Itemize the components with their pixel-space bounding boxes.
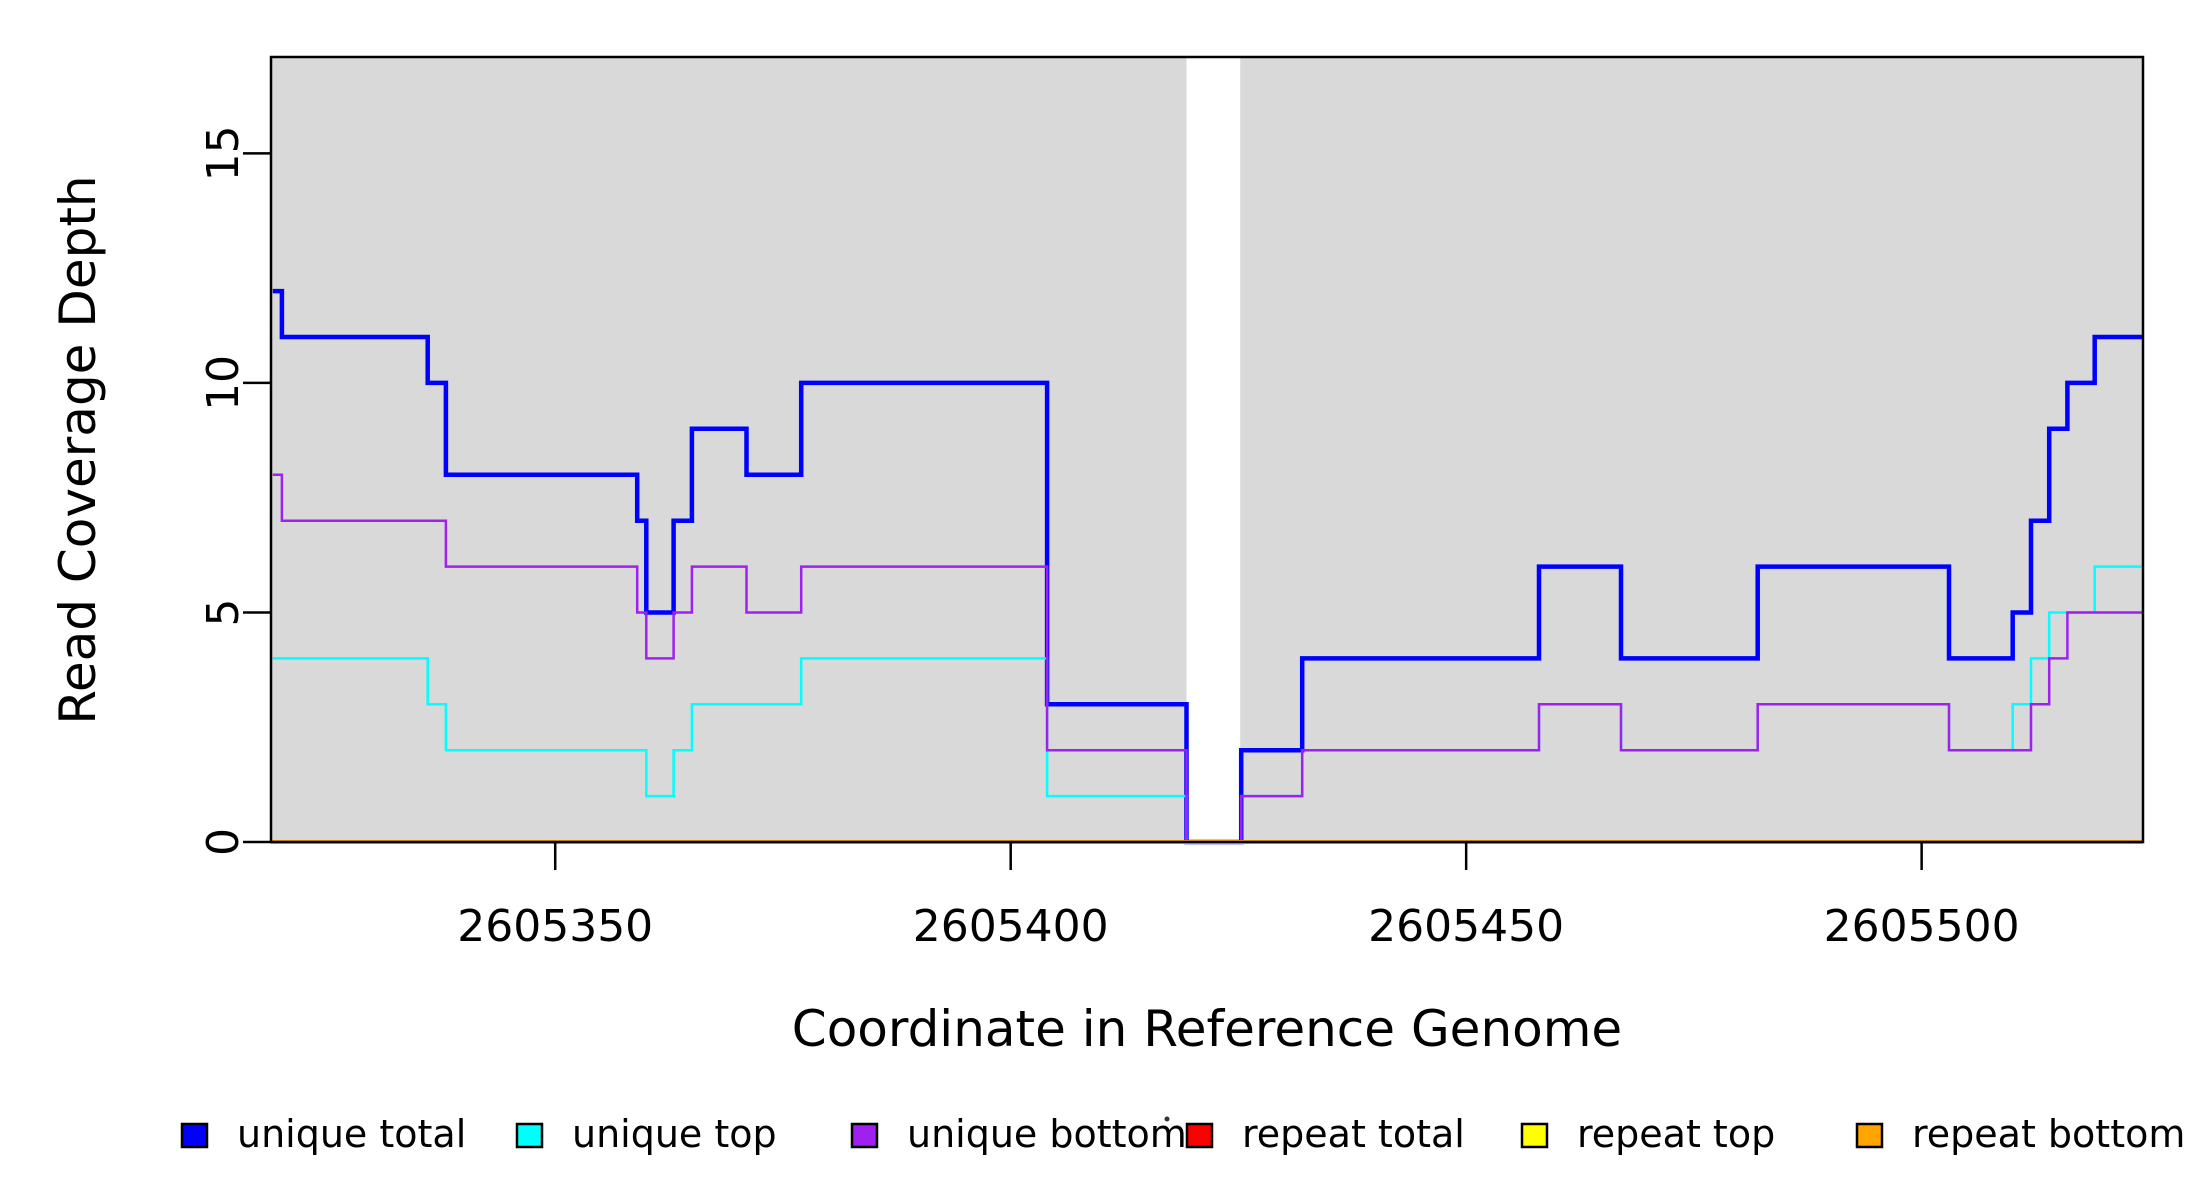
legend-swatch-unique-bottom bbox=[850, 1122, 879, 1149]
x-tick-label: 2605350 bbox=[457, 901, 653, 952]
annotated-region-band bbox=[271, 57, 1187, 842]
plot-background-bands bbox=[271, 57, 2143, 842]
y-axis-title: Read Coverage Depth bbox=[49, 175, 107, 724]
legend-swatch-repeat-top bbox=[1520, 1122, 1549, 1149]
legend-label-unique-total: unique total bbox=[237, 1112, 466, 1156]
legend: unique total unique top unique bottom repea… bbox=[180, 1112, 2185, 1156]
stray-dot-artifact bbox=[1164, 1116, 1170, 1122]
y-tick-label: 0 bbox=[198, 828, 249, 856]
y-tick-label: 5 bbox=[198, 598, 249, 626]
legend-label-repeat-total: repeat total bbox=[1242, 1112, 1465, 1156]
x-tick-label: 2605450 bbox=[1368, 901, 1564, 952]
x-axis: 2605350 2605400 2605450 2605500 bbox=[457, 842, 2020, 952]
y-tick-label: 10 bbox=[198, 355, 249, 411]
series-line-unique-bottom bbox=[272, 473, 2143, 844]
legend-swatch-repeat-total bbox=[1185, 1122, 1214, 1149]
legend-swatch-unique-top bbox=[515, 1122, 544, 1149]
y-tick-label: 15 bbox=[198, 125, 249, 181]
annotated-region-band bbox=[1240, 57, 2143, 842]
legend-swatch-repeat-bottom bbox=[1855, 1122, 1884, 1149]
x-tick-label: 2605500 bbox=[1824, 901, 2020, 952]
plot-border bbox=[269, 55, 2145, 844]
legend-swatch-unique-total bbox=[180, 1122, 209, 1149]
legend-label-repeat-bottom: repeat bottom bbox=[1912, 1112, 2185, 1156]
legend-label-repeat-top: repeat top bbox=[1577, 1112, 1775, 1156]
x-tick-label: 2605400 bbox=[913, 901, 1109, 952]
legend-label-unique-top: unique top bbox=[572, 1112, 777, 1156]
legend-label-unique-bottom: unique bottom bbox=[907, 1112, 1187, 1156]
x-axis-title: Coordinate in Reference Genome bbox=[792, 1000, 1622, 1058]
y-axis: 0 5 10 15 bbox=[198, 125, 271, 856]
